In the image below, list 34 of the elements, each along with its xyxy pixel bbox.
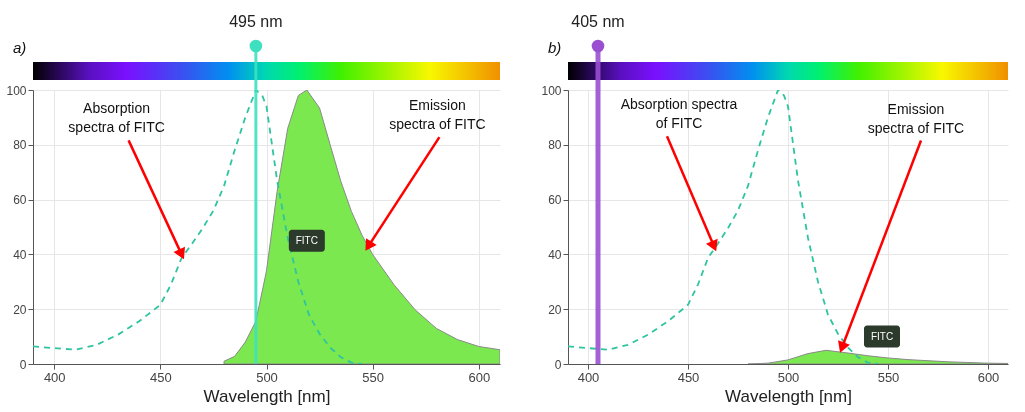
x-tick-label: 400 xyxy=(577,369,600,385)
y-tick-label: 20 xyxy=(548,302,562,317)
annotation: Emission spectra of FITC xyxy=(389,97,486,133)
x-tick-label: 450 xyxy=(150,369,172,385)
annotation: FITC xyxy=(870,330,894,342)
x-axis-title: Wavelength [nm] xyxy=(203,386,331,406)
x-tick-label: 600 xyxy=(468,369,491,385)
x-tick-label: 600 xyxy=(977,369,1000,385)
x-tick-label: 500 xyxy=(256,369,278,385)
annotation: Absorption spectra of FITC xyxy=(620,96,738,132)
y-tick-label: 40 xyxy=(548,247,562,262)
y-tick-label: 80 xyxy=(548,138,562,153)
y-tick-label: 80 xyxy=(13,138,27,153)
x-tick-label: 400 xyxy=(43,369,66,385)
annotation: Absorption spectra of FITC xyxy=(68,100,165,136)
y-tick-label: 0 xyxy=(19,357,27,372)
x-tick-label: 550 xyxy=(877,369,900,385)
chart-title: a) xyxy=(13,39,27,56)
y-tick-label: 0 xyxy=(554,357,562,372)
y-tick-label: 60 xyxy=(548,193,562,208)
annotation: Emission spectra of FITC xyxy=(867,100,965,136)
y-tick-label: 100 xyxy=(541,83,562,98)
x-tick-label: 450 xyxy=(677,369,700,385)
chart-title: b) xyxy=(548,39,562,56)
ref-line-label: 405 nm xyxy=(571,13,625,30)
x-tick-label: 500 xyxy=(777,369,800,385)
x-tick-label: 550 xyxy=(362,369,384,385)
y-tick-label: 20 xyxy=(13,302,27,317)
y-tick-label: 100 xyxy=(6,83,27,98)
y-tick-label: 40 xyxy=(13,247,27,262)
y-tick-label: 60 xyxy=(13,193,27,208)
ref-line-label: 495 nm xyxy=(229,13,283,30)
x-axis-title: Wavelength [nm] xyxy=(725,386,852,406)
annotation: FITC xyxy=(295,234,318,246)
